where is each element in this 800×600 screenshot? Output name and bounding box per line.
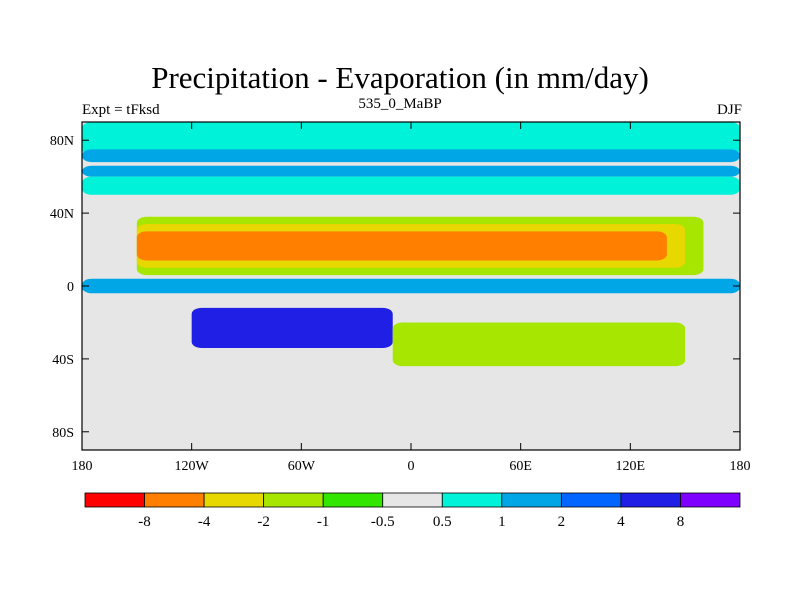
colorbar-swatch: [620, 492, 681, 508]
x-tick-label: 120W: [175, 459, 210, 474]
x-tick-label: 60W: [288, 459, 316, 474]
field-band-0: [82, 122, 740, 155]
colorbar-label: -2: [257, 514, 270, 530]
x-tick-label: 180: [72, 459, 93, 474]
field-band-4: [82, 194, 740, 214]
period-label: 535_0_MaBP: [358, 96, 442, 112]
y-tick-label: 0: [67, 280, 74, 295]
colorbar-swatch: [144, 492, 205, 508]
field-band-3: [82, 176, 740, 195]
field-band-2: [82, 165, 740, 177]
experiment-label: Expt = tFksd: [82, 102, 160, 118]
colorbar-label: 2: [558, 514, 566, 530]
colorbar-swatch: [263, 492, 324, 508]
colorbar-label: -0.5: [371, 514, 395, 530]
x-tick-label: 0: [408, 459, 415, 474]
colorbar: -8 -4 -2 -1 -0.5 0.5 1 2 4 8: [84, 492, 741, 530]
colorbar-label: -8: [138, 514, 151, 530]
colorbar-swatch: [441, 492, 503, 508]
x-tick-label: 60E: [509, 459, 532, 474]
colorbar-swatch: [501, 492, 562, 508]
y-tick-label: 80S: [52, 426, 74, 441]
colorbar-swatch: [84, 492, 145, 508]
x-axis: 180 120W 60W 0 60E 120E 180: [72, 122, 751, 474]
field-band-7: [136, 231, 667, 261]
chart-title: Precipitation - Evaporation (in mm/day): [151, 60, 649, 95]
field-band-1: [82, 149, 740, 163]
colorbar-label: 4: [617, 514, 625, 530]
colorbar-label: -4: [198, 514, 211, 530]
field-band-10: [392, 322, 686, 367]
colorbar-label: 0.5: [433, 514, 452, 530]
field-band-8: [82, 278, 740, 294]
colorbar-swatch: [322, 492, 384, 508]
x-tick-label: 120E: [616, 459, 646, 474]
colorbar-label: 8: [677, 514, 685, 530]
colorbar-swatch: [680, 492, 741, 508]
y-axis: 80N 40N 0 40S 80S: [50, 134, 740, 441]
field-band-11: [82, 395, 740, 450]
colorbar-swatch: [560, 492, 622, 508]
colorbar-swatch: [382, 492, 443, 508]
colorbar-swatch: [203, 492, 265, 508]
colorbar-label: 1: [498, 514, 506, 530]
colorbar-label: -1: [317, 514, 330, 530]
field-shading: [82, 122, 740, 450]
y-tick-label: 80N: [50, 134, 74, 149]
y-tick-label: 40S: [52, 353, 74, 368]
x-tick-label: 180: [730, 459, 751, 474]
field-band-9: [191, 307, 393, 348]
y-tick-label: 40N: [50, 207, 74, 222]
season-label: DJF: [716, 102, 742, 118]
